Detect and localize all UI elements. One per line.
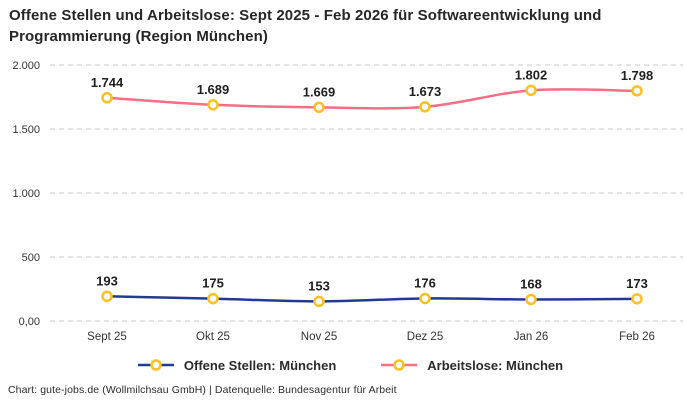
data-point-label: 176 bbox=[414, 275, 436, 290]
data-point-label: 168 bbox=[520, 276, 542, 291]
chart-title-line1: Offene Stellen und Arbeitslose: Sept 202… bbox=[9, 7, 602, 24]
data-point-label: 153 bbox=[308, 278, 330, 293]
chart-title: Offene Stellen und Arbeitslose: Sept 202… bbox=[9, 5, 690, 47]
data-point-marker bbox=[101, 92, 113, 104]
chart-source-footer: Chart: gute-jobs.de (Wollmilchsau GmbH) … bbox=[8, 384, 397, 396]
data-point-marker bbox=[313, 295, 325, 308]
data-point-marker bbox=[631, 293, 643, 305]
chart-title-line2: Programmierung (Region München) bbox=[9, 28, 268, 45]
data-point-label: 1.673 bbox=[409, 84, 442, 99]
y-axis-tick-label: 2.000 bbox=[12, 60, 40, 72]
data-point-label: 1.798 bbox=[621, 68, 654, 83]
series-line bbox=[105, 88, 639, 110]
data-point-label: 1.802 bbox=[515, 67, 548, 82]
line-chart-canvas: 2.000 1.500 1.000 500 0,00 Sept 25 Okt 25 Nov 2… bbox=[12, 60, 683, 343]
x-axis-tick-label: Nov 25 bbox=[301, 331, 337, 343]
legend-line-marker-icon bbox=[137, 359, 174, 371]
y-axis-tick-label: 0,00 bbox=[19, 316, 40, 328]
data-point-marker bbox=[313, 101, 325, 114]
x-axis-tick-label: Okt 25 bbox=[196, 331, 230, 343]
legend-label: Arbeitslose: München bbox=[427, 357, 564, 373]
x-axis-tick-label: Feb 26 bbox=[619, 331, 655, 343]
data-point-label: 193 bbox=[96, 273, 118, 288]
legend-line-marker-icon bbox=[381, 359, 418, 371]
data-point-marker bbox=[525, 293, 537, 306]
data-point-label: 175 bbox=[202, 276, 224, 291]
y-axis-tick-label: 1.500 bbox=[12, 124, 40, 136]
legend-item-arbeitslose: Arbeitslose: München bbox=[380, 358, 563, 373]
legend-item-offene-stellen: Offene Stellen: München bbox=[137, 358, 336, 373]
data-point-marker bbox=[207, 292, 219, 305]
x-axis-tick-label: Jan 26 bbox=[514, 331, 549, 343]
chart-legend: Offene Stellen: München Arbeitslose: Mün… bbox=[0, 354, 700, 376]
legend-label: Offene Stellen: München bbox=[183, 357, 337, 373]
data-point-label: 1.669 bbox=[303, 84, 336, 99]
data-point-label: 173 bbox=[626, 276, 648, 291]
data-point-label: 1.689 bbox=[197, 82, 230, 97]
x-axis-tick-label: Dez 25 bbox=[407, 331, 443, 343]
data-point-marker bbox=[525, 84, 537, 97]
x-axis-tick-label: Sept 25 bbox=[87, 331, 127, 343]
data-point-marker bbox=[419, 292, 431, 305]
data-point-marker bbox=[207, 99, 219, 111]
data-point-marker bbox=[419, 101, 431, 113]
data-point-marker bbox=[631, 85, 643, 97]
y-axis-tick-label: 1.000 bbox=[12, 188, 40, 200]
data-point-marker bbox=[101, 290, 113, 303]
series-line bbox=[105, 295, 639, 303]
y-axis-tick-label: 500 bbox=[22, 252, 40, 264]
data-point-label: 1.744 bbox=[91, 75, 124, 90]
